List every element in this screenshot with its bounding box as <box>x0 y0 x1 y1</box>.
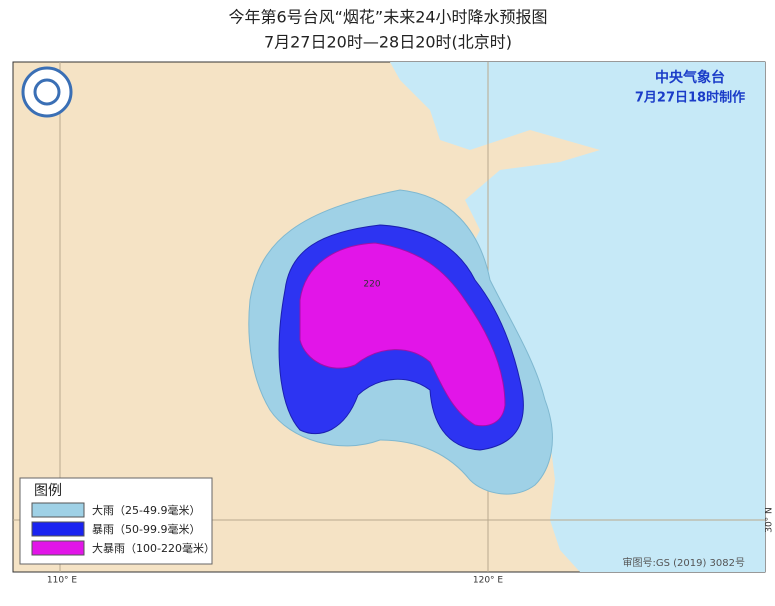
legend-swatch <box>31 502 85 518</box>
legend-swatch <box>31 521 85 537</box>
subtitle: 7月27日20时—28日20时(北京时) <box>264 33 512 52</box>
contour-label: 220 <box>363 280 380 290</box>
longitude-label: 110° E <box>47 576 78 586</box>
legend-label: 暴雨（50-99.9毫米） <box>92 522 200 536</box>
legend-swatch <box>31 540 85 556</box>
title: 今年第6号台风“烟花”未来24小时降水预报图 <box>228 8 547 27</box>
approval-number: 审图号:GS (2019) 3082号 <box>622 556 745 569</box>
logo <box>21 66 73 118</box>
latitude-label: 30° N <box>765 507 775 533</box>
legend-label: 大雨（25-49.9毫米） <box>92 503 200 517</box>
legend: 图例 大雨（25-49.9毫米） 暴雨（50-99.9毫米） 大暴雨（100-2… <box>19 477 215 565</box>
legend-title: 图例 <box>34 483 62 499</box>
longitude-label: 120° E <box>473 576 504 586</box>
heavy-rainstorm-area <box>299 242 506 427</box>
sea <box>390 62 765 572</box>
legend-label: 大暴雨（100-220毫米） <box>92 541 215 555</box>
map: 220 中央气象台 7月27日18时制作 审图号:GS (2019) 3082号 <box>12 61 766 573</box>
agency-name: 中央气象台 <box>655 69 725 86</box>
issued-time: 7月27日18时制作 <box>635 90 745 106</box>
